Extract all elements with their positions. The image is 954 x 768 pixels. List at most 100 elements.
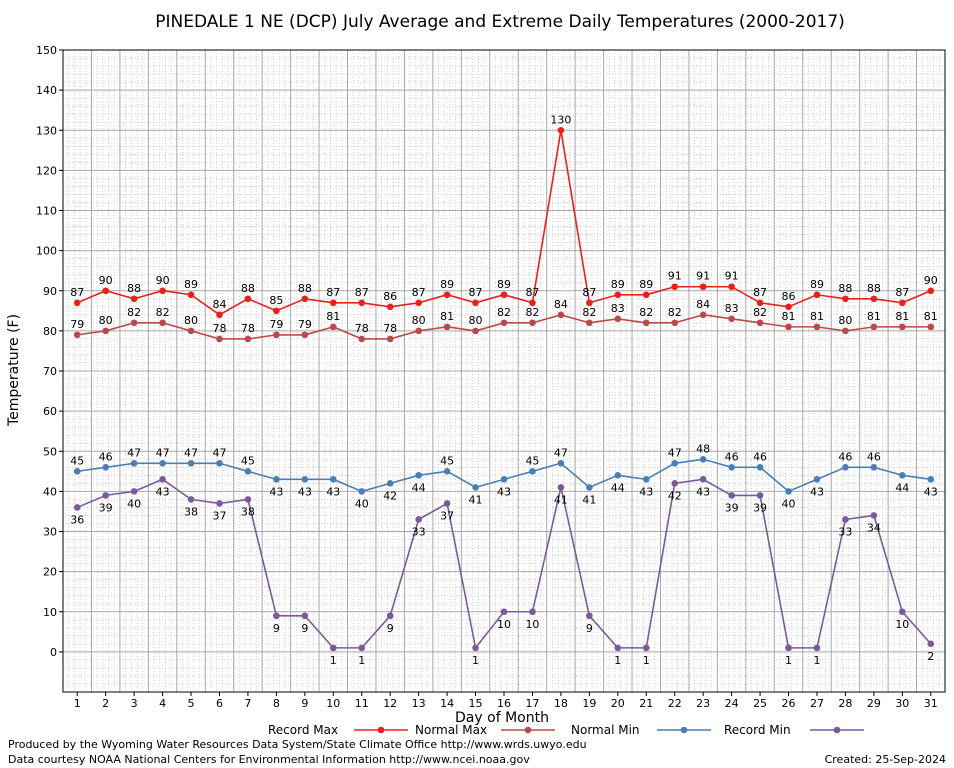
record-min-data-label: 1 <box>785 654 792 667</box>
normal-min-point <box>159 459 166 467</box>
normal-max-data-label: 83 <box>611 302 625 315</box>
record-min-point <box>73 504 81 511</box>
normal-min-point <box>443 468 451 475</box>
x-tick-label: 8 <box>273 697 280 710</box>
record-max-point <box>358 299 366 307</box>
normal-max-point <box>899 323 906 331</box>
normal-max-point <box>557 311 565 319</box>
legend-label-record-max: Record Max <box>268 723 338 737</box>
record-max-data-label: 86 <box>383 290 397 303</box>
x-tick-label: 10 <box>326 697 340 710</box>
normal-min-data-label: 47 <box>156 446 170 459</box>
normal-min-data-label: 46 <box>867 450 881 463</box>
record-min-point <box>273 612 280 620</box>
normal-min-data-label: 45 <box>525 454 539 467</box>
x-tick-label: 28 <box>838 697 852 710</box>
normal-min-point <box>386 480 394 487</box>
record-max-point <box>870 295 878 303</box>
normal-max-point <box>244 335 252 343</box>
chart-grid <box>62 49 946 693</box>
x-tick-label: 7 <box>244 697 251 710</box>
record-max-point <box>642 291 650 299</box>
normal-max-point <box>443 323 451 331</box>
record-min-point <box>159 476 166 483</box>
normal-max-point <box>642 319 650 327</box>
record-min-data-label: 10 <box>497 618 511 631</box>
record-min-point <box>500 608 508 616</box>
record-max-data-label: 87 <box>469 286 483 299</box>
record-min-point <box>756 492 764 499</box>
x-tick-label: 17 <box>525 697 539 710</box>
record-max-data-label: 90 <box>156 274 170 287</box>
record-min-point <box>699 476 707 483</box>
legend-marker-normal-min <box>680 726 688 734</box>
normal-min-data-label: 46 <box>99 450 113 463</box>
normal-min-point <box>870 464 878 471</box>
record-max-point <box>130 295 138 303</box>
legend-marker-normal-max <box>524 726 532 734</box>
record-min-point <box>642 644 650 652</box>
normal-max-point <box>329 323 337 331</box>
record-min-point <box>216 500 223 507</box>
record-max-data-label: 130 <box>550 113 571 126</box>
record-max-point <box>557 126 565 134</box>
record-min-point <box>102 492 109 499</box>
record-max-data-label: 89 <box>440 278 454 291</box>
x-tick-label: 15 <box>469 697 483 710</box>
normal-min-point <box>187 459 195 467</box>
x-tick-label: 19 <box>582 697 596 710</box>
normal-min-data-label: 44 <box>895 481 909 494</box>
record-min-point <box>671 480 679 487</box>
record-max-data-label: 91 <box>725 270 739 283</box>
normal-min-point <box>329 476 337 483</box>
x-tick-label: 25 <box>753 697 767 710</box>
normal-min-data-label: 47 <box>554 446 568 459</box>
normal-max-data-label: 82 <box>127 306 141 319</box>
y-tick-label: 60 <box>43 405 57 418</box>
normal-min-point <box>586 484 593 491</box>
record-min-data-label: 37 <box>440 509 454 522</box>
record-max-point <box>586 299 593 307</box>
y-tick-label: 130 <box>36 124 57 137</box>
record-min-point <box>386 612 394 620</box>
normal-min-data-label: 45 <box>70 454 84 467</box>
x-tick-label: 26 <box>782 697 796 710</box>
record-min-data-label: 33 <box>412 525 426 538</box>
normal-max-data-label: 80 <box>184 314 198 327</box>
record-min-point <box>586 612 593 620</box>
y-tick-label: 120 <box>36 164 57 177</box>
legend-label-normal-max: Normal Max <box>415 723 487 737</box>
normal-min-point <box>614 472 622 479</box>
record-min-data-label: 42 <box>668 489 682 502</box>
normal-min-point <box>102 464 109 471</box>
record-max-point <box>159 287 166 295</box>
x-tick-label: 16 <box>497 697 511 710</box>
record-max-data-label: 89 <box>497 278 511 291</box>
normal-max-point <box>187 327 195 335</box>
normal-max-data-label: 80 <box>469 314 483 327</box>
normal-min-point <box>301 476 309 483</box>
record-max-point <box>785 303 792 311</box>
normal-min-point <box>244 468 252 475</box>
record-max-point <box>472 299 479 307</box>
record-max-data-label: 89 <box>810 278 824 291</box>
normal-max-point <box>415 327 422 335</box>
x-tick-label: 3 <box>131 697 138 710</box>
normal-max-data-label: 82 <box>497 306 511 319</box>
record-max-data-label: 88 <box>838 282 852 295</box>
normal-max-data-label: 78 <box>383 322 397 335</box>
record-min-point <box>187 496 195 503</box>
record-min-point <box>813 644 821 652</box>
record-min-data-label: 43 <box>696 485 710 498</box>
normal-min-point <box>927 476 935 483</box>
record-max-data-label: 90 <box>99 274 113 287</box>
normal-max-point <box>529 319 536 327</box>
normal-min-point <box>472 484 479 491</box>
record-min-point <box>472 644 479 652</box>
normal-min-point <box>216 459 223 467</box>
normal-min-point <box>785 488 792 495</box>
record-min-data-label: 1 <box>643 654 650 667</box>
normal-max-point <box>386 335 394 343</box>
record-min-point <box>870 512 878 519</box>
